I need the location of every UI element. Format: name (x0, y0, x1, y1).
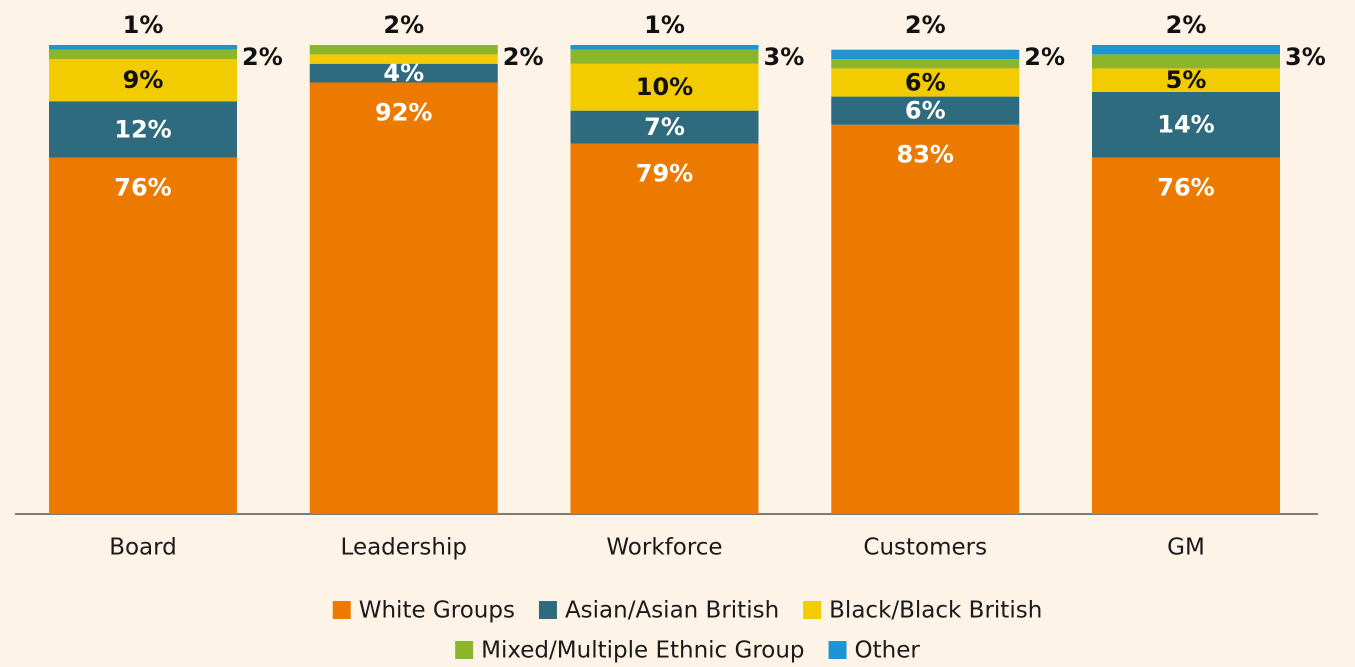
bar-segment (309, 54, 498, 64)
bar-segment (1092, 68, 1280, 92)
legend-label: Black/Black British (829, 598, 1042, 624)
value-label: 14% (1157, 111, 1214, 139)
x-tick-label: Customers (863, 535, 987, 561)
bar-segment (570, 49, 759, 64)
value-label: 79% (636, 159, 693, 187)
x-tick-label: Board (109, 535, 177, 561)
value-label: 4% (383, 59, 424, 87)
bar-segment (309, 45, 498, 55)
value-label: 1% (644, 11, 685, 39)
bar-segment (1092, 45, 1280, 55)
legend-label: Other (855, 638, 921, 664)
bar-segment (831, 59, 1020, 69)
legend-swatch (828, 641, 847, 659)
bar-segment (570, 45, 759, 50)
value-label: 76% (1157, 174, 1214, 202)
bar-segment (49, 157, 237, 514)
value-label: 76% (114, 174, 171, 202)
legend-swatch (538, 601, 557, 619)
legend-swatch (803, 601, 822, 619)
bar-segment (570, 110, 759, 144)
bar-segment (570, 63, 759, 111)
value-label: 2% (242, 43, 283, 71)
value-label: 2% (1024, 43, 1065, 71)
value-label: 3% (764, 43, 805, 71)
value-label: 2% (905, 11, 946, 39)
bar-segment (831, 68, 1020, 97)
value-label: 7% (644, 113, 685, 141)
x-tick-label: Leadership (341, 535, 467, 561)
value-label: 1% (123, 11, 164, 39)
value-label: 2% (383, 11, 424, 39)
value-label: 10% (636, 73, 693, 101)
value-label: 9% (123, 66, 164, 94)
value-label: 5% (1166, 66, 1207, 94)
value-label: 83% (897, 141, 954, 169)
bar-segment (1092, 54, 1280, 69)
legend-swatch (455, 641, 474, 659)
value-label: 6% (905, 69, 946, 97)
value-label: 2% (1166, 11, 1207, 39)
legend-label: Mixed/Multiple Ethnic Group (481, 638, 804, 664)
bar-segment (309, 63, 498, 83)
value-label: 92% (375, 99, 432, 127)
legend-label: White Groups (359, 598, 515, 624)
bar-segment (1092, 91, 1280, 158)
x-tick-label: Workforce (606, 535, 722, 561)
bar-segment (831, 49, 1020, 60)
value-label: 12% (114, 115, 171, 143)
bar-segment (49, 101, 237, 158)
bar-segment (570, 143, 759, 515)
bar-segment (1092, 157, 1280, 514)
value-label: 3% (1285, 43, 1326, 71)
x-tick-label: GM (1167, 535, 1205, 561)
bar-segment (49, 59, 237, 102)
bar-segment (831, 124, 1020, 514)
bar-segment (49, 49, 237, 60)
bar-segment (831, 96, 1020, 125)
value-label: 2% (503, 43, 544, 71)
legend-swatch (332, 601, 351, 619)
legend-label: Asian/Asian British (565, 598, 779, 624)
bar-segment (49, 45, 237, 50)
bar-segment (309, 82, 498, 515)
value-label: 6% (905, 97, 946, 125)
